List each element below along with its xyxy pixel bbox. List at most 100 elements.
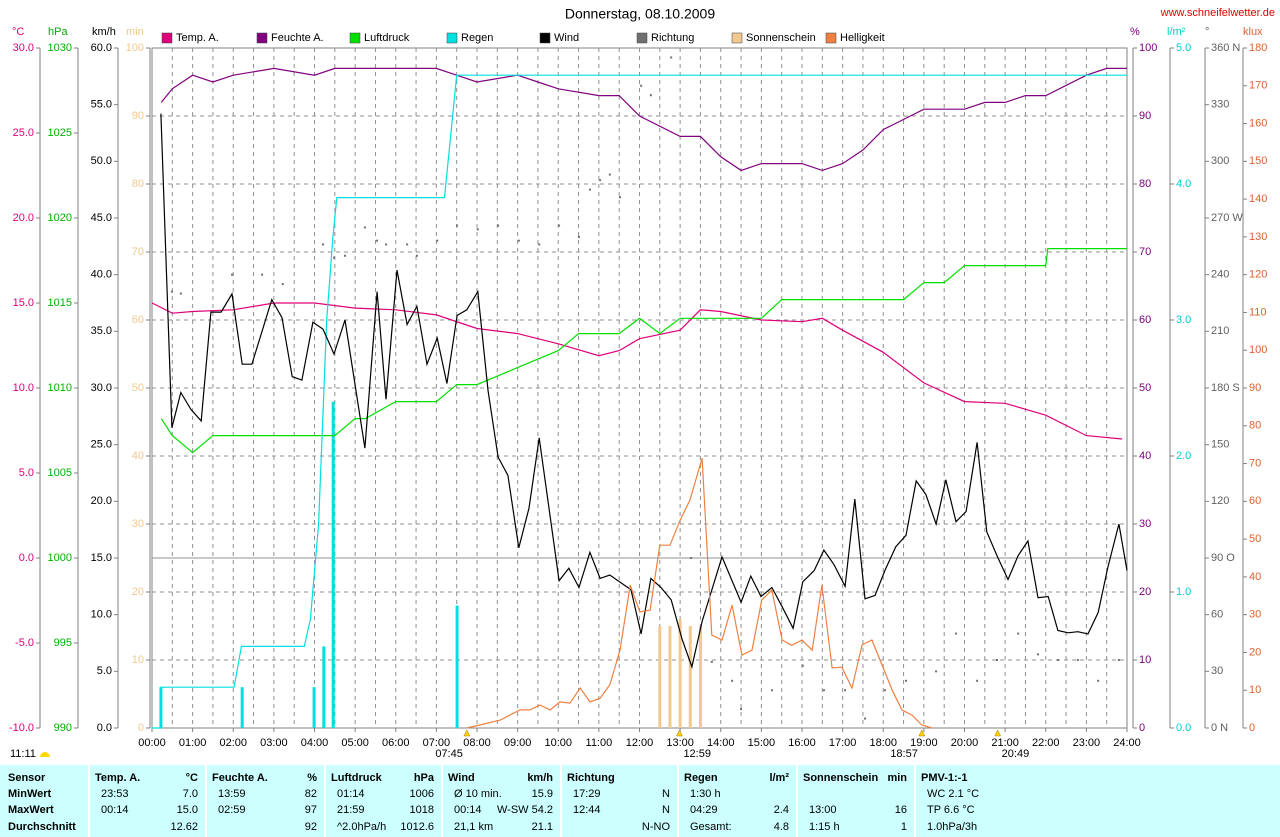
series-line	[160, 248, 1127, 454]
y-tick-label: 5.0	[19, 467, 34, 479]
legend-label: Richtung	[651, 32, 694, 44]
y-tick-label: 15.0	[91, 552, 112, 564]
axis-unit: °C	[12, 26, 24, 38]
x-tick-label: 03:00	[260, 737, 288, 749]
direction-dot	[1117, 659, 1120, 661]
y-tick-label: -5.0	[15, 637, 34, 649]
y-tick-label: 30.0	[13, 42, 34, 54]
cell-left: 1:15 h	[809, 821, 840, 833]
x-tick-label: 14:00	[707, 737, 735, 749]
y-tick-label: 60	[1249, 495, 1261, 507]
y-tick-label: 0	[1139, 722, 1145, 734]
bar	[240, 687, 244, 728]
cell-left: 12:44	[573, 804, 601, 816]
event-marker	[918, 729, 926, 737]
cell-right: N	[662, 788, 670, 800]
y-tick-label: 0.0	[97, 722, 112, 734]
event-marker	[463, 729, 471, 737]
row-label: Durchschnitt	[8, 821, 76, 833]
sun-icon	[40, 752, 50, 757]
cell-right: 7.0	[183, 788, 198, 800]
legend-swatch	[539, 32, 551, 44]
cell-right: 1006	[410, 788, 434, 800]
legend-label: Helligkeit	[840, 32, 885, 44]
x-tick-label: 20:00	[951, 737, 979, 749]
legend-label: Regen	[461, 32, 493, 44]
y-tick-label: 360 N	[1211, 42, 1240, 54]
y-tick-label: 0.0	[19, 552, 34, 564]
column-unit: hPa	[414, 772, 435, 784]
y-tick-label: 40	[1139, 450, 1151, 462]
x-tick-label: 06:00	[382, 737, 410, 749]
y-tick-label: 4.0	[1176, 178, 1191, 190]
y-tick-label: 140	[1249, 193, 1267, 205]
current-time: 11:11	[10, 748, 36, 760]
y-tick-label: 25.0	[91, 439, 112, 451]
x-tick-label: 05:00	[341, 737, 369, 749]
y-tick-label: 90	[1249, 382, 1261, 394]
y-tick-label: 990	[54, 722, 72, 734]
cell-right: 1012.6	[400, 821, 434, 833]
axis-unit: l/m²	[1167, 26, 1186, 38]
cell-left: 13:59	[218, 788, 246, 800]
y-tick-label: 30.0	[91, 382, 112, 394]
y-tick-label: 120	[1211, 495, 1229, 507]
axis-unit: °	[1205, 26, 1209, 38]
y-tick-label: 25.0	[13, 127, 34, 139]
y-tick-label: 5.0	[97, 665, 112, 677]
column-unit: l/m²	[769, 772, 789, 784]
y-tick-label: 20.0	[13, 212, 34, 224]
y-tick-label: 100	[1249, 344, 1267, 356]
y-tick-label: 30	[1249, 609, 1261, 621]
y-tick-label: 30	[1139, 518, 1151, 530]
cell-left: 00:14	[101, 804, 129, 816]
y-tick-label: 180	[1249, 42, 1267, 54]
direction-dot	[281, 283, 284, 286]
cell-right: 1018	[410, 804, 434, 816]
x-tick-label: 18:00	[869, 737, 897, 749]
x-tick-label: 22:00	[1032, 737, 1060, 749]
direction-dot	[976, 679, 979, 682]
direction-dot	[801, 664, 804, 667]
y-tick-label: 15.0	[13, 297, 34, 309]
event-label: 20:49	[1002, 748, 1030, 760]
legend-swatch	[446, 32, 458, 44]
x-tick-label: 01:00	[179, 737, 207, 749]
x-tick-label: 24:00	[1113, 737, 1141, 749]
x-tick-label: 19:00	[910, 737, 938, 749]
cell-right: 2.4	[774, 804, 789, 816]
row-label: MinWert	[8, 788, 52, 800]
y-tick-label: 20	[132, 586, 144, 598]
direction-dot	[436, 239, 439, 242]
column-header: Temp. A.	[95, 772, 140, 784]
direction-dot	[385, 243, 387, 246]
legend-label: Feuchte A.	[271, 32, 324, 44]
legend-swatch	[349, 32, 361, 44]
y-tick-label: 20	[1249, 646, 1261, 658]
direction-dot	[497, 224, 500, 227]
y-tick-label: 70	[1249, 457, 1261, 469]
direction-dot	[1037, 653, 1040, 656]
column-header: PMV-1:-1	[921, 772, 967, 784]
y-tick-label: 130	[1249, 231, 1267, 243]
direction-dot	[322, 243, 325, 246]
direction-dot	[415, 254, 418, 257]
y-tick-label: 150	[1211, 439, 1229, 451]
direction-dot	[996, 659, 998, 661]
direction-dot	[538, 243, 541, 246]
y-tick-label: 0 N	[1211, 722, 1228, 734]
y-tick-label: 10.0	[13, 382, 34, 394]
y-tick-label: 50	[1139, 382, 1151, 394]
x-tick-label: 02:00	[219, 737, 247, 749]
direction-dot	[731, 679, 734, 682]
x-tick-label: 13:00	[666, 737, 694, 749]
cell-left: 21,1 km	[454, 821, 493, 833]
axis-unit: min	[126, 26, 144, 38]
y-tick-label: 90	[1139, 110, 1151, 122]
legend-swatch	[161, 32, 173, 44]
y-tick-label: 240	[1211, 269, 1229, 281]
cell-right: 82	[305, 788, 317, 800]
y-tick-label: 10.0	[91, 609, 112, 621]
column-header: Luftdruck	[331, 772, 383, 784]
